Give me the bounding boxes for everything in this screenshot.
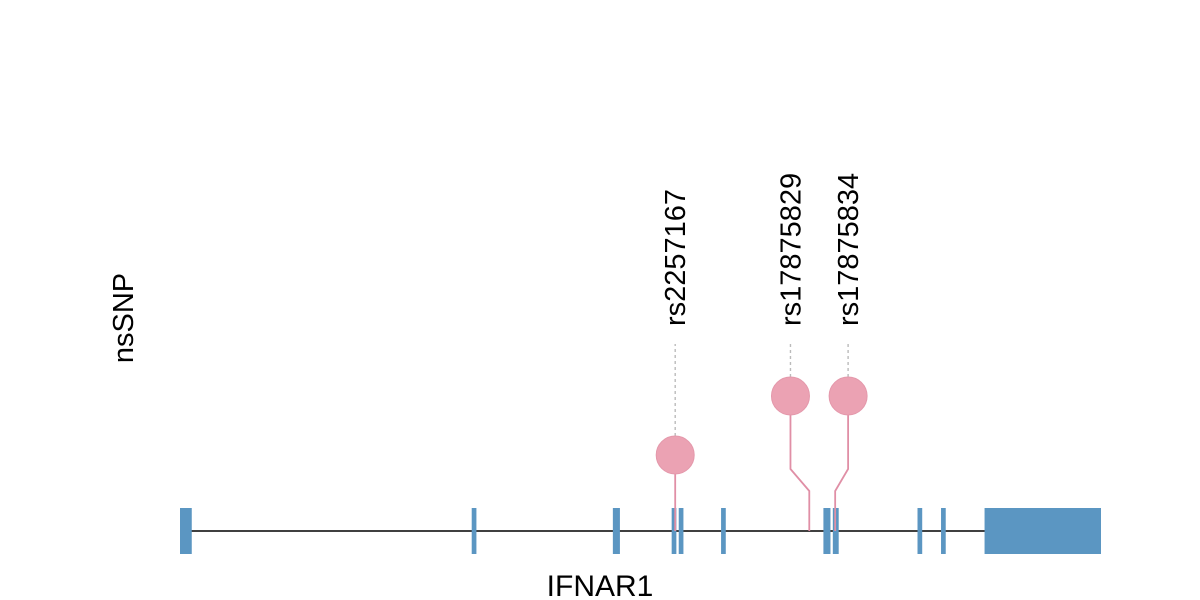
exon-2	[471, 508, 477, 554]
snp-head	[770, 376, 810, 416]
snp-rs17875834: rs17875834	[828, 173, 868, 531]
snp-rs2257167: rs2257167	[655, 189, 695, 531]
snp-head	[655, 435, 695, 475]
track-label: nsSNP	[108, 273, 140, 363]
exon-group	[180, 508, 1101, 554]
gene-track	[180, 508, 1101, 554]
exon-3	[612, 508, 620, 554]
snp-label: rs2257167	[660, 189, 692, 326]
gene-name-label: IFNAR1	[547, 570, 654, 600]
snp-layer: rs2257167 rs17875829 rs17875834	[655, 173, 868, 531]
exon-10	[941, 508, 946, 554]
exon-6	[721, 508, 726, 554]
snp-rs17875829: rs17875829	[770, 173, 811, 531]
exon-7	[823, 508, 831, 554]
exon-9	[917, 508, 923, 554]
snp-label: rs17875834	[833, 173, 865, 326]
snp-stem	[834, 396, 850, 531]
snp-stem	[789, 396, 811, 531]
snp-head	[828, 376, 868, 416]
exon-4	[671, 508, 677, 554]
exon-5	[678, 508, 684, 554]
exon-11	[984, 508, 1101, 554]
exon-1	[180, 508, 192, 554]
snp-label: rs17875829	[775, 173, 807, 326]
